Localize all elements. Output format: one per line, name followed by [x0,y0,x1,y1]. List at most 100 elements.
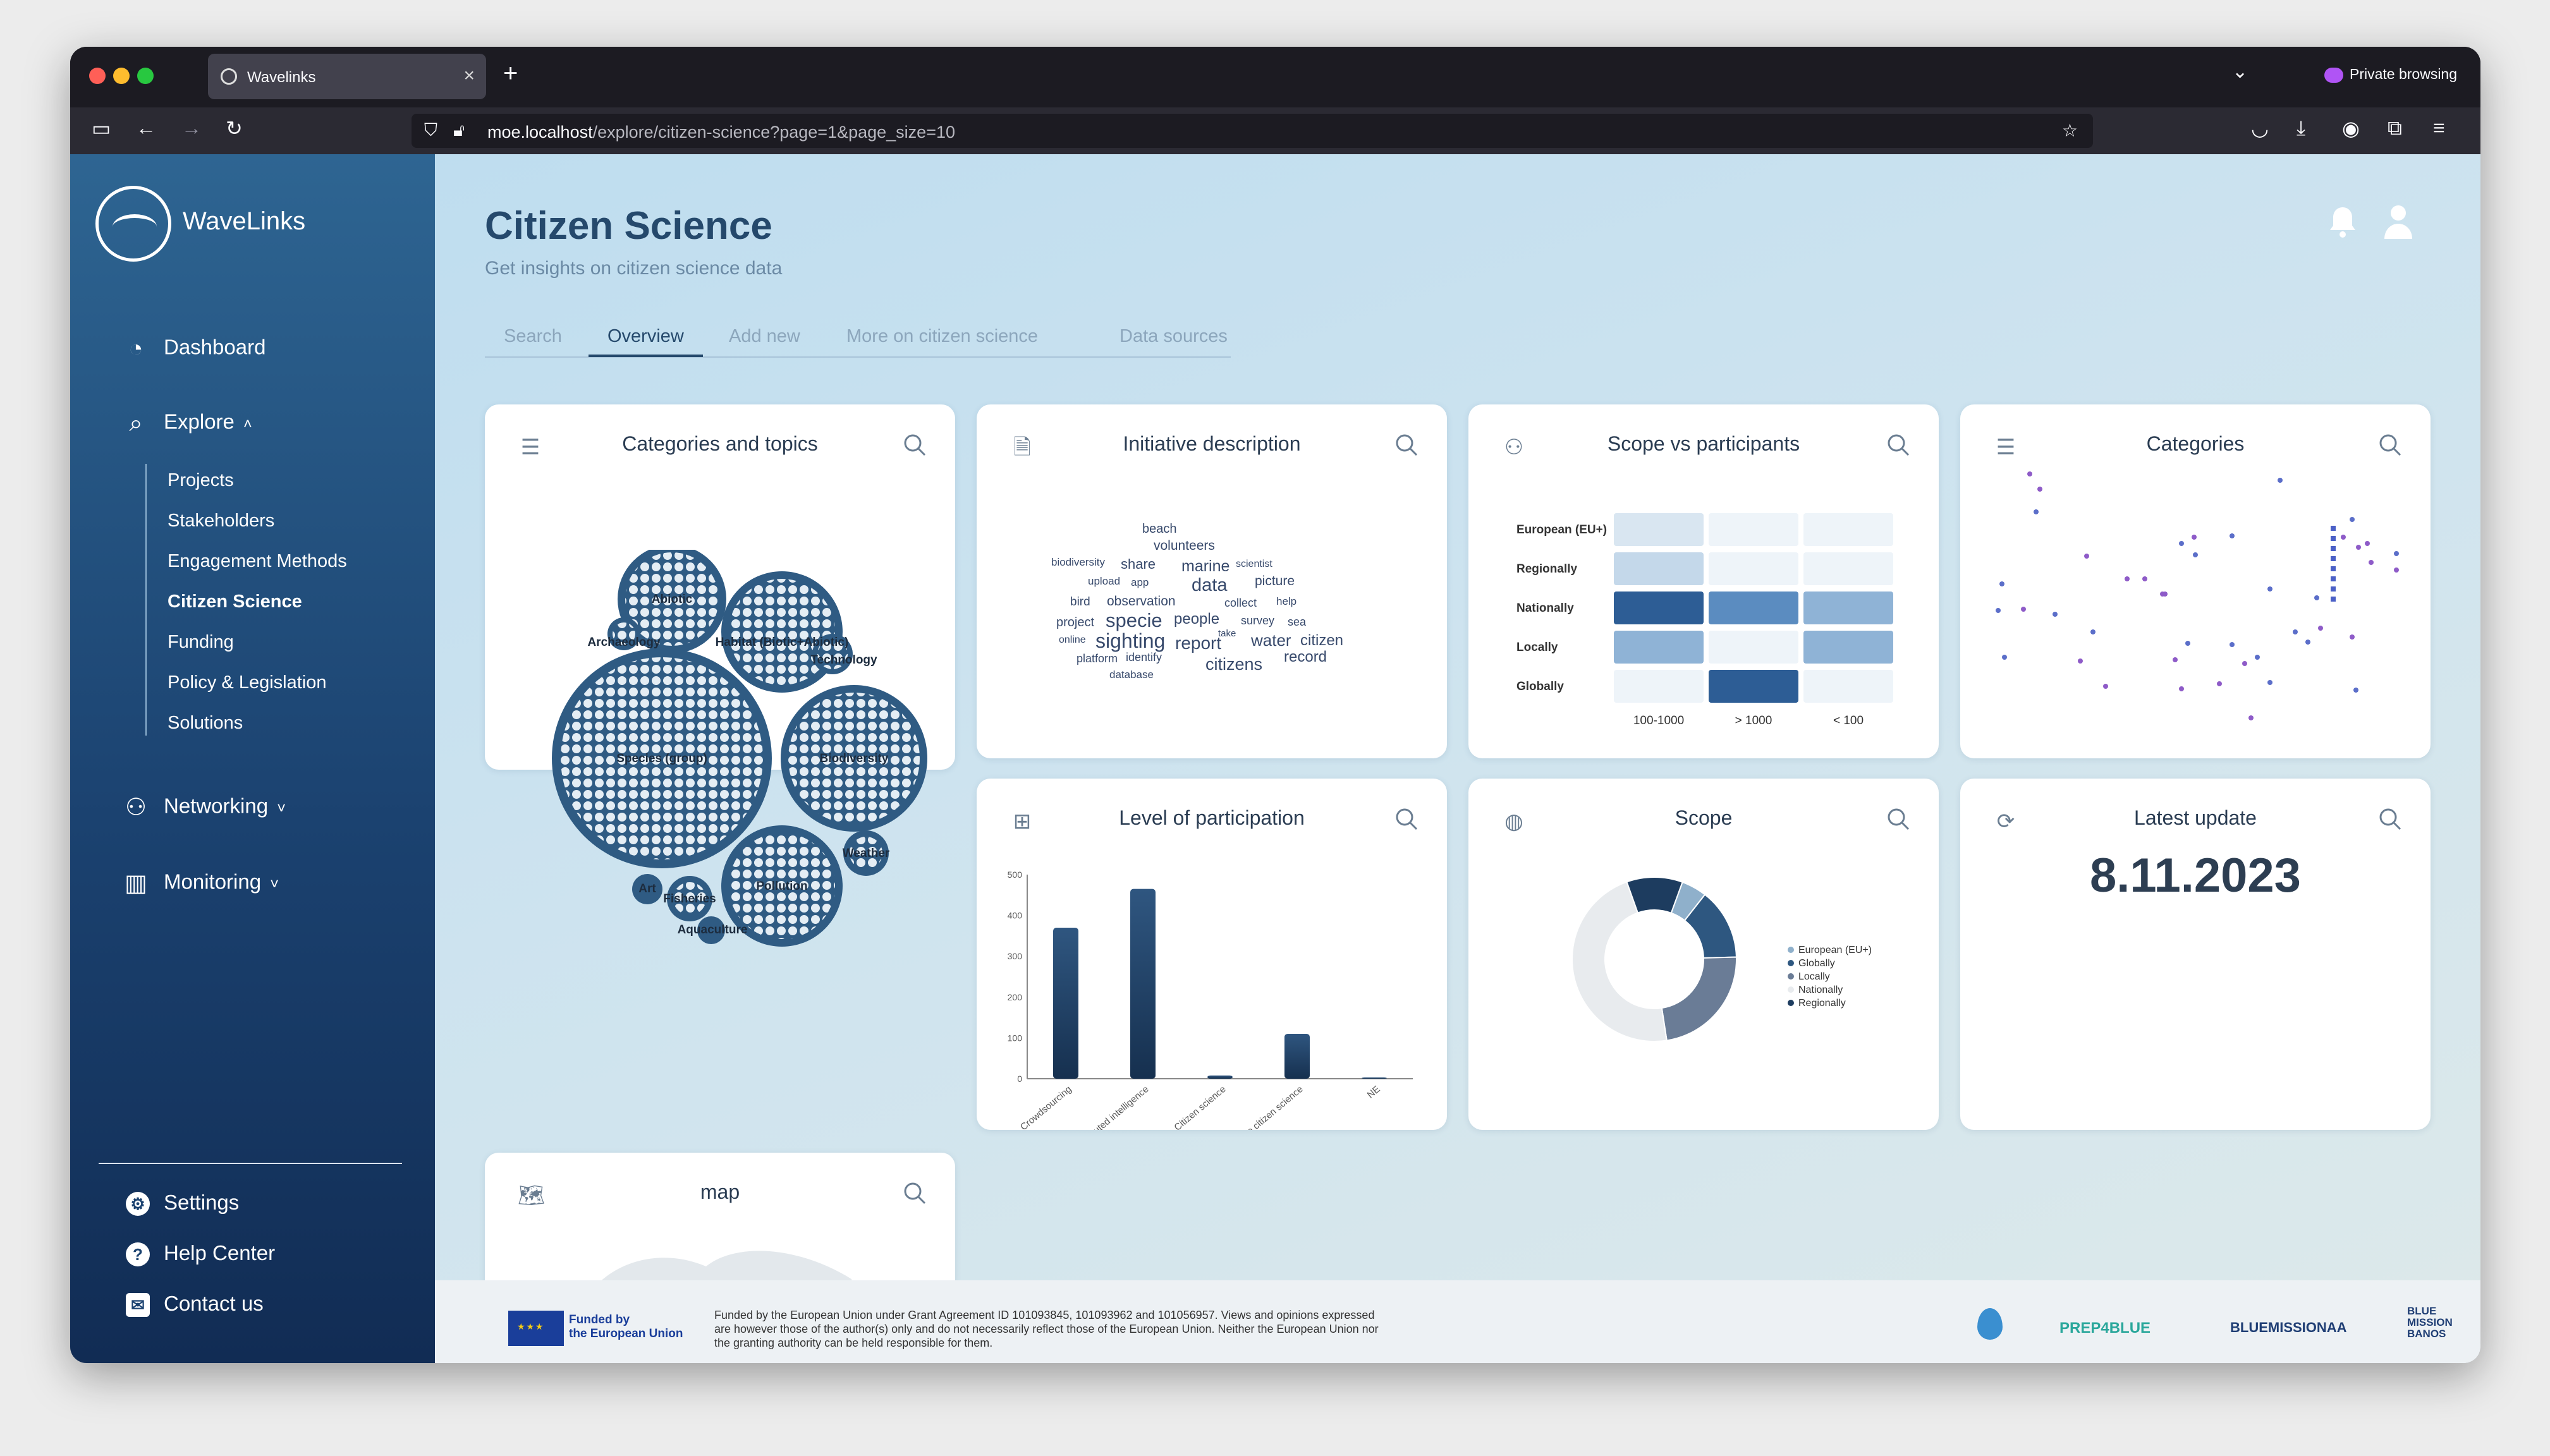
heatmap-cell[interactable] [1803,513,1893,546]
scatter-point[interactable] [2230,533,2235,538]
scatter-point[interactable] [2173,657,2178,662]
account-icon[interactable]: ◉ [2342,117,2360,140]
scatter-point[interactable] [2278,478,2283,483]
bell-icon[interactable] [2328,205,2357,239]
scatter-point[interactable] [2267,586,2272,592]
contact-link[interactable]: ✉ Contact us [126,1292,264,1318]
heatmap-cell[interactable] [1614,552,1704,585]
donut-slice[interactable] [1626,877,1683,914]
scatter-point[interactable] [2394,567,2399,573]
heatmap-cell[interactable] [1614,592,1704,624]
sidebar-subitem-funding[interactable]: Funding [168,632,234,652]
magnify-icon[interactable] [1886,432,1911,458]
maximize-window-button[interactable] [137,68,154,84]
scatter-point[interactable] [2034,509,2039,514]
donut-slice[interactable] [1571,881,1668,1042]
scatter-point[interactable] [2217,681,2222,686]
sidebar-subitem-projects[interactable]: Projects [168,470,234,490]
scatter-point[interactable] [2353,688,2358,693]
forward-icon[interactable]: → [181,116,202,139]
heatmap-cell[interactable] [1803,631,1893,664]
scatter-point[interactable] [2331,566,2336,571]
bar[interactable] [1130,889,1156,1079]
sidebar-subitem-solutions[interactable]: Solutions [168,713,243,733]
scatter-point[interactable] [2163,592,2168,597]
scope-donut-chart[interactable]: European (EU+) Globally Locally Nationally R… [1468,873,1939,1113]
download-icon[interactable]: ⤓ [2297,116,2306,139]
scatter-point[interactable] [2053,612,2058,617]
close-tab-icon[interactable]: × [463,65,475,86]
sidebar-subitem-citizen-science[interactable]: Citizen Science [168,592,302,612]
scatter-point[interactable] [2331,597,2336,602]
donut-slice[interactable] [1661,956,1737,1041]
heatmap-cell[interactable] [1614,631,1704,664]
scatter-point[interactable] [2078,658,2083,664]
scatter-point[interactable] [2331,556,2336,561]
bar[interactable] [1053,927,1078,1079]
magnify-icon[interactable] [2377,432,2403,458]
heatmap-cell[interactable] [1803,670,1893,703]
scatter-point[interactable] [2318,626,2323,631]
scatter-point[interactable] [2314,595,2319,600]
scatter-point[interactable] [2350,634,2355,640]
heatmap-cell[interactable] [1709,513,1798,546]
scatter-point[interactable] [2084,554,2089,559]
tab-search[interactable]: Search [504,326,562,346]
scatter-point[interactable] [2341,535,2346,540]
scatter-point[interactable] [1999,581,2004,586]
participation-bar-chart[interactable]: 0 100 200 300 400 500 CrowdsourcingDistributed… [977,861,1447,1130]
pocket-icon[interactable]: ◡ [2251,117,2269,140]
sidebar-subitem-stakeholders[interactable]: Stakeholders [168,511,275,531]
browser-tab[interactable]: Wavelinks × [208,54,486,99]
tab-data-sources[interactable]: Data sources [1119,326,1228,346]
scatter-point[interactable] [2193,552,2198,557]
bookmark-star-icon[interactable]: ☆ [2061,121,2078,140]
scatter-point[interactable] [2365,541,2370,546]
magnify-icon[interactable] [2377,806,2403,832]
sidebar-item-explore[interactable]: ⌕ Explore ˄ [122,410,252,437]
sidebar-subitem-engagement-methods[interactable]: Engagement Methods [168,551,347,571]
magnify-icon[interactable] [902,1180,927,1206]
scatter-point[interactable] [2331,576,2336,581]
heatmap-cell[interactable] [1709,552,1798,585]
bar[interactable] [1284,1033,1310,1079]
heatmap-cell[interactable] [1709,670,1798,703]
scatter-point[interactable] [2255,655,2260,660]
tab-add-new[interactable]: Add new [729,326,800,346]
tab-overview[interactable]: Overview [589,326,703,357]
scatter-point[interactable] [2293,629,2298,634]
close-window-button[interactable] [89,68,106,84]
user-icon[interactable] [2382,203,2414,240]
scatter-point[interactable] [1996,608,2001,613]
back-icon[interactable]: ← [136,116,156,139]
scatter-point[interactable] [2331,536,2336,541]
scatter-point[interactable] [2185,641,2190,646]
scatter-point[interactable] [2350,517,2355,522]
brand-name[interactable]: WaveLinks [183,207,306,235]
scatter-point[interactable] [2103,684,2108,689]
scatter-point[interactable] [2142,576,2147,581]
scatter-point[interactable] [2230,642,2235,647]
lock-icon[interactable]: 🔓︎ [453,120,465,140]
scatter-point[interactable] [2002,655,2007,660]
scatter-point[interactable] [2037,487,2042,492]
magnify-icon[interactable] [1886,806,1911,832]
sidebar-toggle-icon[interactable]: ▭ [92,117,111,140]
bar[interactable] [1362,1077,1387,1079]
menu-icon[interactable]: ≡ [2433,116,2445,139]
reload-icon[interactable]: ↻ [226,117,243,140]
magnify-icon[interactable] [1394,806,1419,832]
scatter-point[interactable] [2179,541,2184,546]
magnify-icon[interactable] [902,432,927,458]
scatter-point[interactable] [2331,546,2336,551]
bar[interactable] [1207,1075,1233,1079]
heatmap-cell[interactable] [1709,592,1798,624]
address-bar[interactable]: ⛉ 🔓︎ moe.localhost/explore/citizen-scien… [412,114,2093,148]
heatmap-cell[interactable] [1614,670,1704,703]
magnify-icon[interactable] [1394,432,1419,458]
bubble-chart[interactable]: Abiotic Archaeology Habitat (Biotic+Abio… [548,550,927,967]
sidebar-item-monitoring[interactable]: ▥ Monitoring ˅ [122,870,279,897]
minimize-window-button[interactable] [113,68,130,84]
url-text[interactable]: moe.localhost/explore/citizen-science?pa… [487,123,955,142]
wavelinks-logo[interactable] [95,186,171,262]
